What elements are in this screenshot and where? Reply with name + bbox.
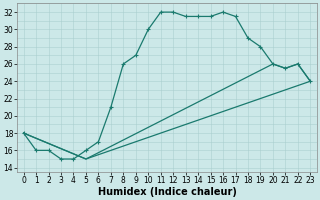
X-axis label: Humidex (Indice chaleur): Humidex (Indice chaleur) xyxy=(98,187,236,197)
